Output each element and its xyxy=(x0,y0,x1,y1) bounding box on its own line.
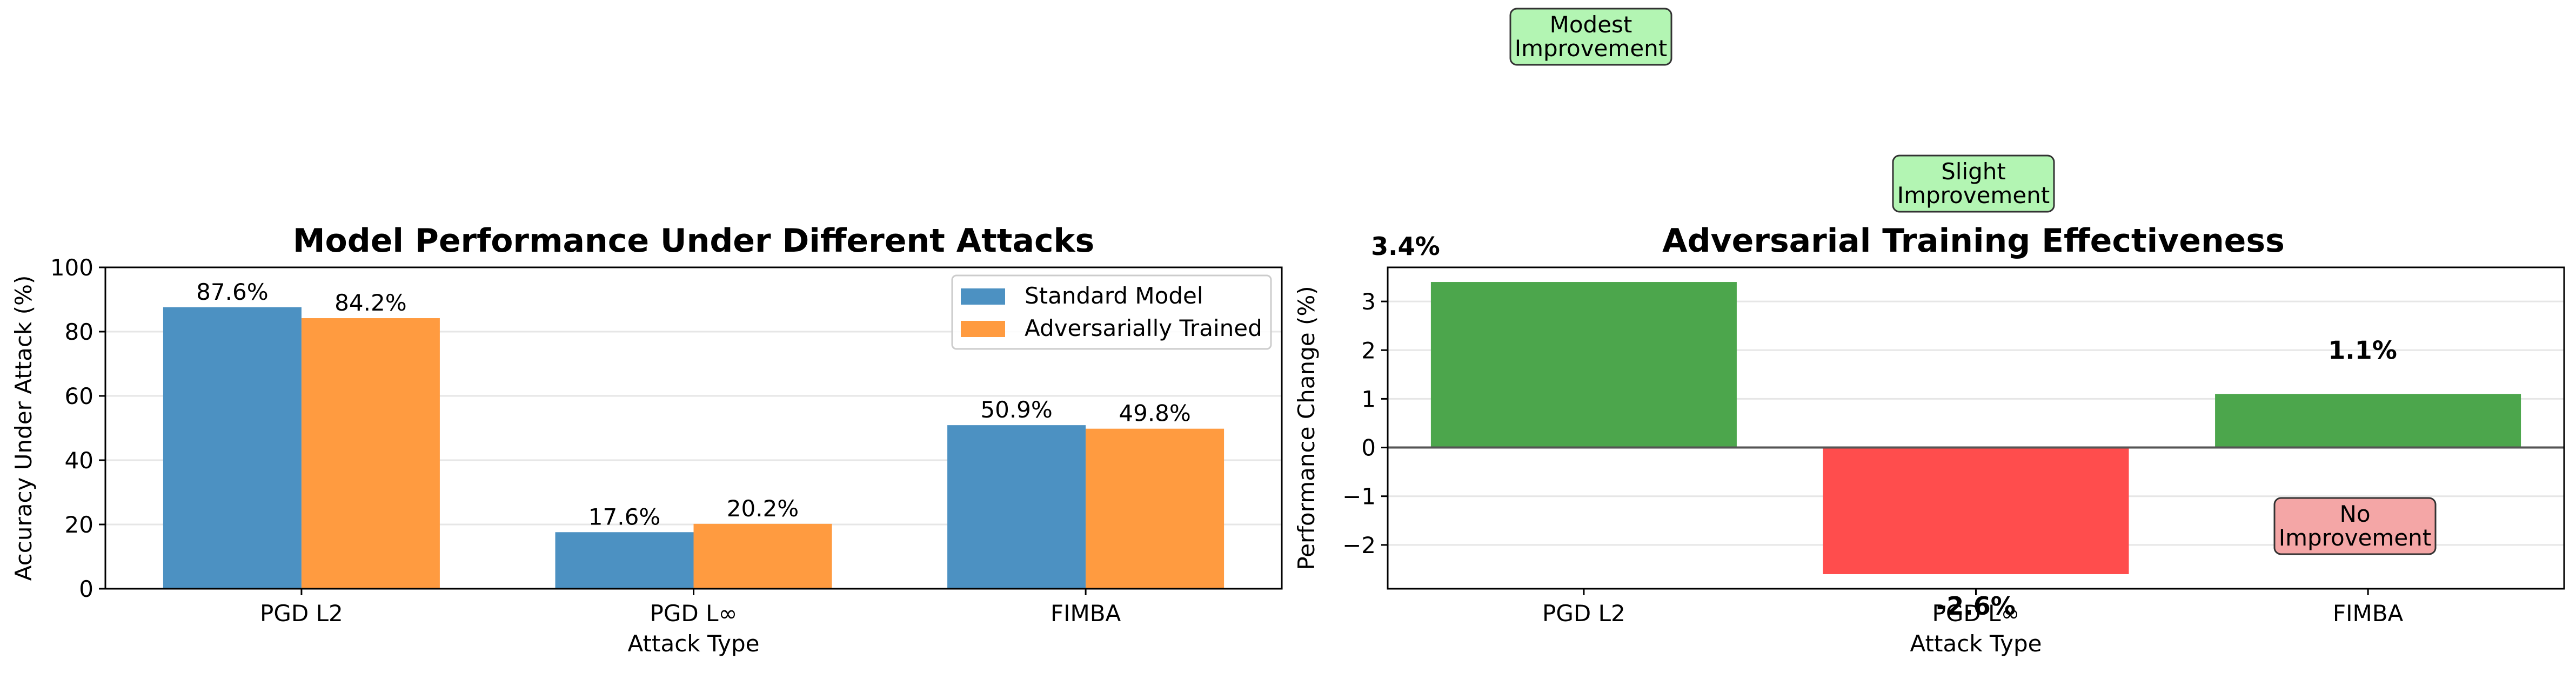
x-tick-label: FIMBA xyxy=(2333,600,2404,627)
bar xyxy=(1086,428,1225,589)
annotation-text: Improvement xyxy=(1515,35,1668,62)
legend-frame xyxy=(951,274,1272,350)
y-tick-label: 3 xyxy=(1361,288,1376,315)
x-tick-label: PGD L2 xyxy=(1542,600,1625,627)
bar xyxy=(1823,447,2129,574)
legend-entry: Standard Model xyxy=(1025,282,1203,309)
y-tick-label: 2 xyxy=(1361,337,1376,364)
legend-entry: Adversarially Trained xyxy=(1025,315,1262,341)
chart-title: Adversarial Training Effectiveness xyxy=(1662,222,2285,260)
bar xyxy=(2215,394,2521,448)
y-tick-label: 20 xyxy=(65,512,93,538)
bar-value-label: 84.2% xyxy=(334,290,406,316)
bar xyxy=(301,318,440,589)
x-tick-label: PGD L2 xyxy=(260,600,343,627)
y-axis-label: Accuracy Under Attack (%) xyxy=(10,275,37,581)
legend-swatch xyxy=(961,321,1005,337)
y-tick-label: 0 xyxy=(79,576,93,602)
x-tick-label: PGD L∞ xyxy=(650,600,738,627)
y-tick-label: −2 xyxy=(1342,532,1376,558)
bar-value-label: 87.6% xyxy=(196,279,268,305)
bar-value-label: 1.1% xyxy=(2328,335,2397,365)
bar-value-label: 20.2% xyxy=(727,495,799,522)
bar xyxy=(947,425,1086,589)
y-tick-label: 1 xyxy=(1361,386,1376,412)
bar-value-label: 17.6% xyxy=(588,503,660,530)
legend-swatch xyxy=(961,288,1005,305)
x-tick-label: PGD L∞ xyxy=(1932,600,2020,627)
annotation-text: Improvement xyxy=(1897,182,2050,208)
bar-value-label: 3.4% xyxy=(1371,232,1440,261)
y-tick-label: 40 xyxy=(65,447,93,474)
annotation-box xyxy=(1892,154,2055,213)
bar xyxy=(693,523,832,589)
bar xyxy=(555,532,694,589)
annotation-text: Modest xyxy=(1550,11,1632,38)
bar xyxy=(163,307,302,589)
annotation-text: Improvement xyxy=(2279,524,2432,551)
annotation-text: Slight xyxy=(1941,158,2006,185)
annotation-box xyxy=(1509,8,1672,66)
x-tick-label: FIMBA xyxy=(1051,600,1121,627)
y-tick-label: 0 xyxy=(1361,435,1376,461)
bar-value-label: 50.9% xyxy=(980,396,1052,423)
annotation-text: No xyxy=(2339,501,2370,527)
chart-title: Model Performance Under Different Attack… xyxy=(293,222,1094,260)
bar-value-label: -2.6% xyxy=(1936,591,2016,621)
y-tick-label: 60 xyxy=(65,383,93,409)
bar xyxy=(1430,282,1737,448)
y-axis-label: Performance Change (%) xyxy=(1293,286,1320,570)
x-axis-label: Attack Type xyxy=(1910,630,2042,657)
annotation-box xyxy=(2273,497,2437,555)
y-tick-label: 80 xyxy=(65,319,93,345)
y-tick-label: 100 xyxy=(50,254,93,281)
y-tick-label: −1 xyxy=(1342,483,1376,510)
x-axis-label: Attack Type xyxy=(628,630,760,657)
bar-value-label: 49.8% xyxy=(1119,400,1190,427)
